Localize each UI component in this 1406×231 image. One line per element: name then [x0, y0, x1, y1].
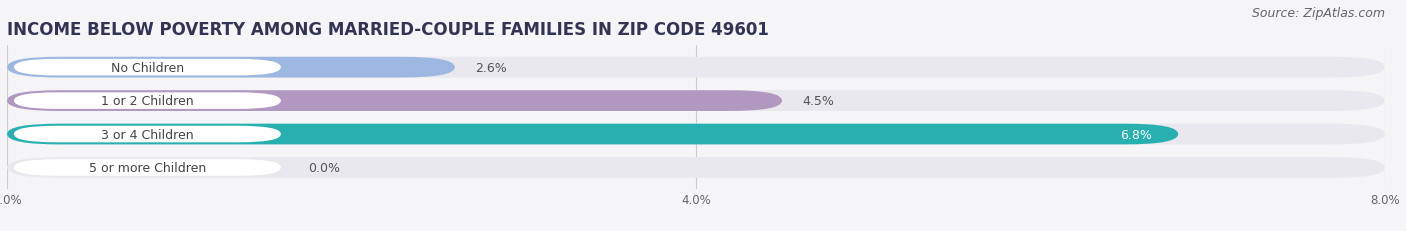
FancyBboxPatch shape	[7, 91, 782, 112]
Text: INCOME BELOW POVERTY AMONG MARRIED-COUPLE FAMILIES IN ZIP CODE 49601: INCOME BELOW POVERTY AMONG MARRIED-COUPL…	[7, 21, 769, 39]
FancyBboxPatch shape	[14, 60, 281, 76]
FancyBboxPatch shape	[7, 58, 456, 78]
Text: 5 or more Children: 5 or more Children	[89, 161, 207, 174]
FancyBboxPatch shape	[14, 160, 281, 176]
FancyBboxPatch shape	[14, 93, 281, 109]
Text: 6.8%: 6.8%	[1121, 128, 1153, 141]
FancyBboxPatch shape	[7, 124, 1178, 145]
Text: 3 or 4 Children: 3 or 4 Children	[101, 128, 194, 141]
FancyBboxPatch shape	[7, 124, 1385, 145]
Text: Source: ZipAtlas.com: Source: ZipAtlas.com	[1251, 7, 1385, 20]
Text: 1 or 2 Children: 1 or 2 Children	[101, 95, 194, 108]
FancyBboxPatch shape	[7, 58, 1385, 78]
Text: 4.5%: 4.5%	[803, 95, 835, 108]
FancyBboxPatch shape	[7, 91, 1385, 112]
FancyBboxPatch shape	[7, 158, 1385, 178]
Text: No Children: No Children	[111, 61, 184, 74]
Text: 2.6%: 2.6%	[475, 61, 508, 74]
Text: 0.0%: 0.0%	[308, 161, 340, 174]
FancyBboxPatch shape	[14, 126, 281, 143]
